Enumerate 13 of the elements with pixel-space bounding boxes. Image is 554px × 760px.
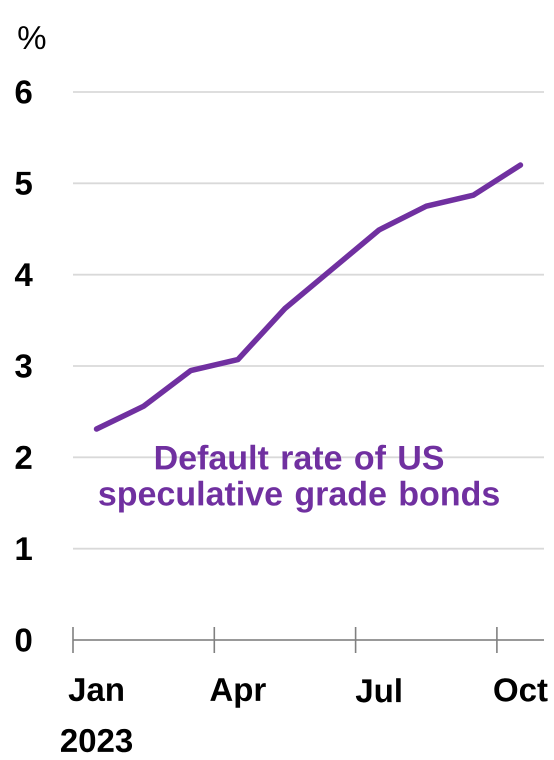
y-tick-label: 4: [14, 263, 33, 286]
series-label: Default rate of US speculative grade bonds: [99, 444, 499, 513]
x-tick-label: Oct: [494, 678, 548, 702]
y-tick-label: 1: [16, 537, 32, 560]
x-tick-label: Jul: [356, 678, 401, 702]
y-tick-label: 3: [15, 354, 32, 378]
y-axis-title: %: [18, 26, 46, 50]
x-tick-label: Jan 2023: [60, 678, 132, 752]
y-tick-label: 6: [16, 80, 32, 104]
y-tick-label: 2: [16, 446, 32, 469]
y-tick-label: 5: [15, 172, 32, 195]
y-tick-label: 0: [16, 628, 32, 652]
x-tick-label: Apr: [210, 678, 266, 708]
